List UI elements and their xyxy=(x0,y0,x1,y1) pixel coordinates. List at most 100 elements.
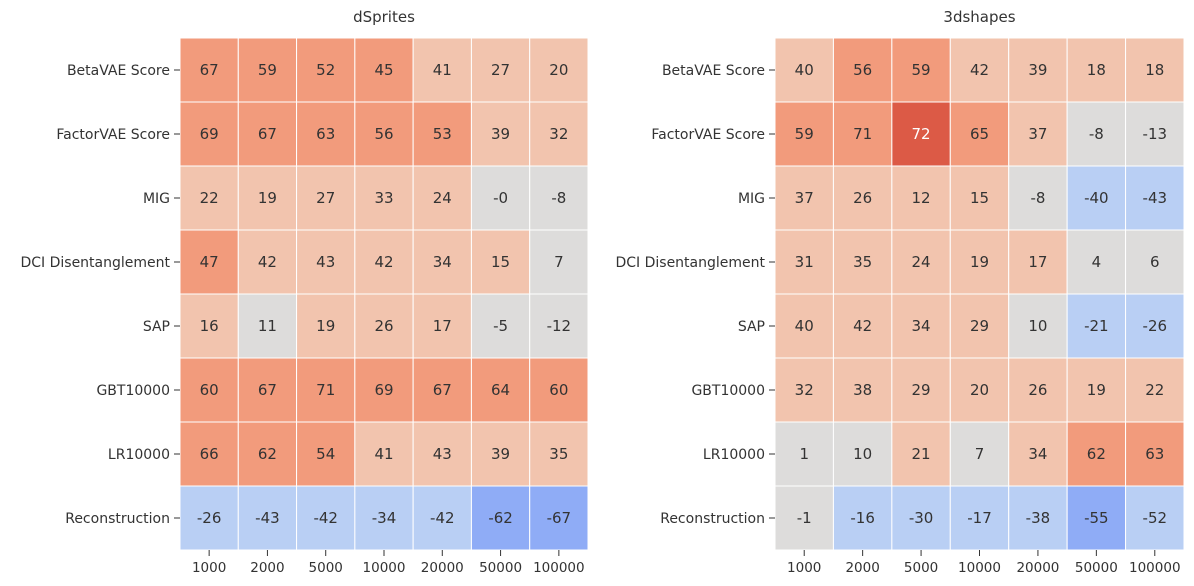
cell-value: 17 xyxy=(433,317,452,335)
cell-value: 1 xyxy=(799,445,809,463)
cell-value: -43 xyxy=(1143,189,1168,207)
cell-value: -30 xyxy=(909,509,934,527)
cell-value: -8 xyxy=(551,189,566,207)
cell-value: 19 xyxy=(316,317,335,335)
cell-value: 45 xyxy=(374,61,393,79)
cell-value: 42 xyxy=(258,253,277,271)
heatmap-cell xyxy=(1008,485,1068,551)
cell-value: 63 xyxy=(316,125,335,143)
heatmap-cell xyxy=(412,357,472,423)
heatmap-cell xyxy=(774,101,834,167)
heatmap-cell xyxy=(470,485,531,551)
cell-value: 27 xyxy=(316,189,335,207)
heatmap-cell xyxy=(1125,165,1185,231)
cell-value: 66 xyxy=(200,445,219,463)
cell-value: 27 xyxy=(491,61,510,79)
heatmap-cell xyxy=(179,421,239,487)
column-label: 10000 xyxy=(958,560,1001,576)
heatmap-cell xyxy=(470,229,531,295)
row-label: DCI Disentanglement xyxy=(20,255,170,271)
heatmap-cell xyxy=(296,37,356,103)
heatmap-cell xyxy=(832,229,893,295)
column-label: 1000 xyxy=(192,560,226,576)
heatmap-cell xyxy=(949,421,1010,487)
cell-value: 67 xyxy=(258,381,277,399)
heatmap-cell xyxy=(237,165,298,231)
cell-value: 56 xyxy=(853,61,872,79)
heatmap-cell xyxy=(179,37,239,103)
cell-value: 37 xyxy=(1028,125,1047,143)
heatmap-cell xyxy=(1066,37,1127,103)
cell-value: 12 xyxy=(912,189,931,207)
column-label: 100000 xyxy=(1129,560,1181,576)
heatmap-cell xyxy=(891,357,951,423)
cell-value: 62 xyxy=(1087,445,1106,463)
column-label: 100000 xyxy=(533,560,585,576)
column-label: 2000 xyxy=(845,560,879,576)
cell-value: 10 xyxy=(1028,317,1047,335)
cell-value: -42 xyxy=(313,509,338,527)
cell-value: -8 xyxy=(1030,189,1045,207)
heatmap-cell xyxy=(179,229,239,295)
cell-value: 39 xyxy=(491,125,510,143)
heatmap-cell xyxy=(529,165,589,231)
cell-value: -42 xyxy=(430,509,455,527)
heatmap-cell xyxy=(949,293,1010,359)
cell-value: 35 xyxy=(853,253,872,271)
cell-value: 41 xyxy=(433,61,452,79)
cell-value: 65 xyxy=(970,125,989,143)
cell-value: 67 xyxy=(433,381,452,399)
heatmap-cell xyxy=(354,421,414,487)
cell-value: -26 xyxy=(1143,317,1168,335)
cell-value: 40 xyxy=(795,61,814,79)
row-label: SAP xyxy=(738,319,765,335)
column-label: 5000 xyxy=(904,560,938,576)
cell-value: 26 xyxy=(1028,381,1047,399)
heatmap-cell xyxy=(412,421,472,487)
cell-value: 39 xyxy=(1028,61,1047,79)
cell-value: 43 xyxy=(433,445,452,463)
cell-value: -40 xyxy=(1084,189,1109,207)
heatmap-cell xyxy=(1008,101,1068,167)
cell-value: -16 xyxy=(850,509,875,527)
cell-value: 15 xyxy=(491,253,510,271)
heatmap-cell xyxy=(470,37,531,103)
heatmap-cell xyxy=(529,421,589,487)
cell-value: -21 xyxy=(1084,317,1109,335)
cell-value: 34 xyxy=(912,317,931,335)
heatmap-cell xyxy=(354,165,414,231)
row-label: BetaVAE Score xyxy=(67,63,170,79)
cell-value: -1 xyxy=(797,509,812,527)
cell-value: 6 xyxy=(1150,253,1160,271)
cell-value: 47 xyxy=(200,253,219,271)
heatmap-cell xyxy=(237,37,298,103)
row-label: GBT10000 xyxy=(691,383,765,399)
cell-value: 39 xyxy=(491,445,510,463)
cell-value: 34 xyxy=(433,253,452,271)
cell-value: 67 xyxy=(258,125,277,143)
cell-value: -0 xyxy=(493,189,508,207)
heatmap-cell xyxy=(1008,293,1068,359)
cell-value: 67 xyxy=(200,61,219,79)
cell-value: 24 xyxy=(912,253,931,271)
cell-value: 63 xyxy=(1145,445,1164,463)
cell-value: 59 xyxy=(258,61,277,79)
cell-value: 24 xyxy=(433,189,452,207)
cell-value: 26 xyxy=(374,317,393,335)
cell-value: -26 xyxy=(197,509,222,527)
cell-value: 7 xyxy=(554,253,564,271)
cell-value: 64 xyxy=(491,381,510,399)
cell-value: 59 xyxy=(795,125,814,143)
cell-value: 20 xyxy=(549,61,568,79)
heatmap-cell xyxy=(470,165,531,231)
heatmap-cell xyxy=(179,485,239,551)
cell-value: 4 xyxy=(1092,253,1102,271)
heatmap-dsprites: dSprites 67 59 52 45 41 27 20 69 67 63 56 53 39 32 22 19… xyxy=(20,8,589,576)
heatmap-cell xyxy=(1066,229,1127,295)
cell-value: 26 xyxy=(853,189,872,207)
heatmap-cell xyxy=(412,485,472,551)
cell-value: 31 xyxy=(795,253,814,271)
heatmap-cell xyxy=(529,101,589,167)
column-label: 20000 xyxy=(421,560,464,576)
